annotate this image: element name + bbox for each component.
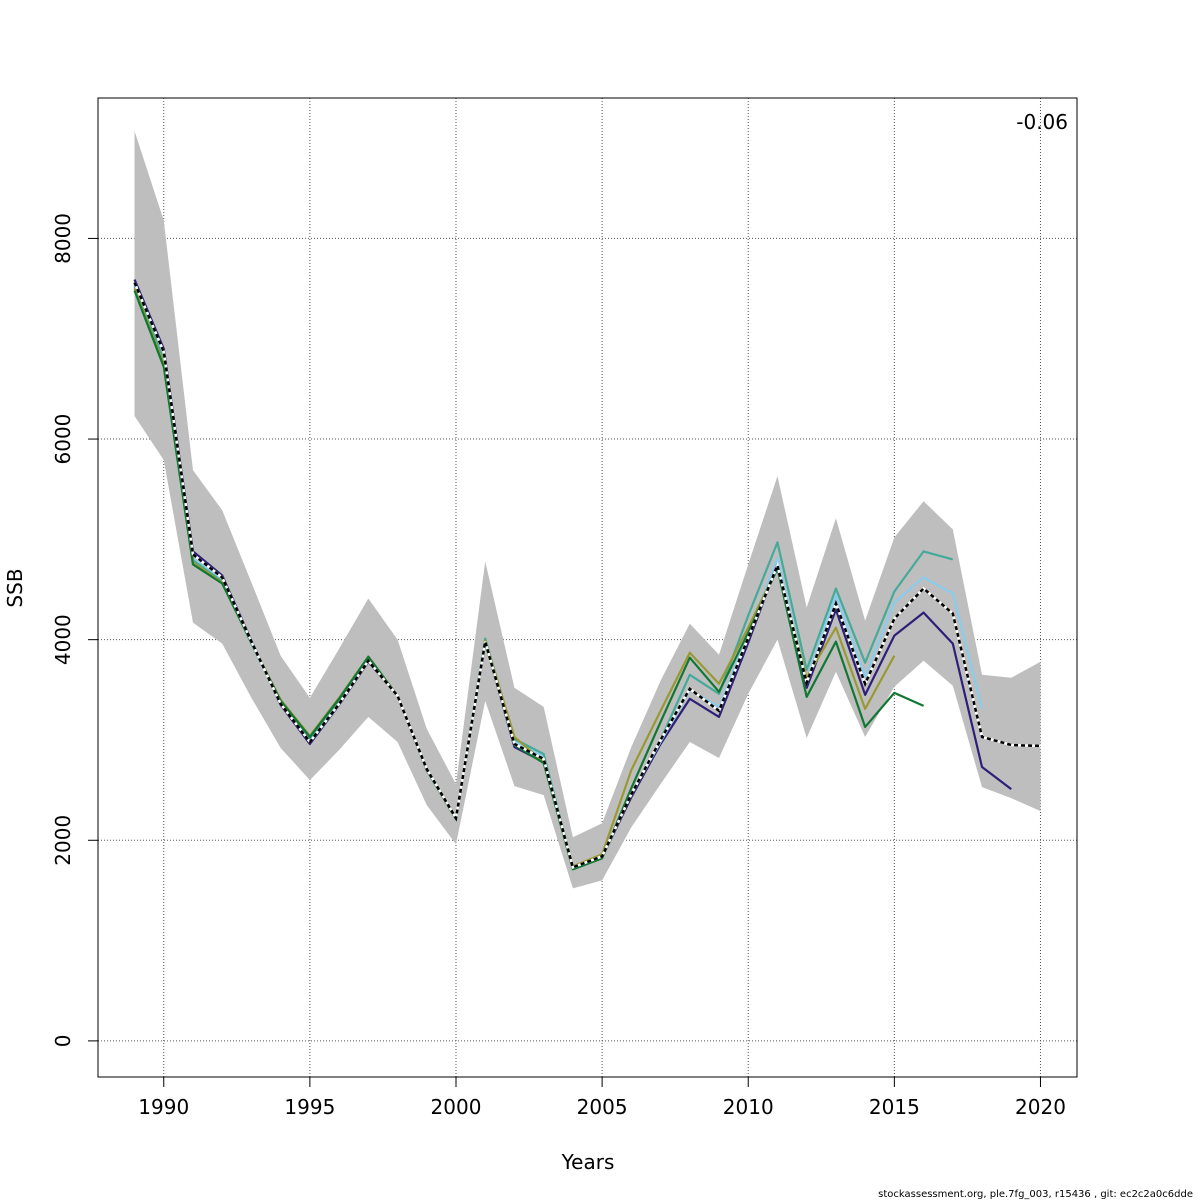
series-line-estimate (133, 282, 1041, 870)
y-tick-label: 8000 (51, 213, 75, 264)
axes: 1990 1995 2000 2005 2010 2015 2020 0 2000 4000 600… (51, 213, 1066, 1119)
y-axis-title: SSB (3, 568, 27, 607)
x-tick-label: 2000 (431, 1095, 482, 1119)
x-tick-label: 1990 (138, 1095, 189, 1119)
x-tick-label: 1995 (284, 1095, 335, 1119)
footer-credit: stockassessment.org, ple.7fg_003, r15436… (878, 1189, 1193, 1200)
chart-annotation: -0.06 (1016, 110, 1068, 134)
y-tick-label: 6000 (51, 414, 75, 465)
y-tick-label: 2000 (51, 815, 75, 866)
confidence-band-group (134, 131, 1041, 889)
y-tick-label: 4000 (51, 614, 75, 665)
plot-frame (97, 97, 1078, 1078)
x-tick-label: 2005 (577, 1095, 628, 1119)
x-tick-label: 2015 (869, 1095, 920, 1119)
x-tick-label: 2020 (1015, 1095, 1066, 1119)
x-axis-title: Years (561, 1150, 615, 1174)
y-tick-label: 0 (51, 1035, 75, 1048)
series-lines (133, 279, 1041, 871)
confidence-band (134, 131, 1041, 889)
series-line (133, 279, 1012, 869)
x-tick-label: 2010 (723, 1095, 774, 1119)
